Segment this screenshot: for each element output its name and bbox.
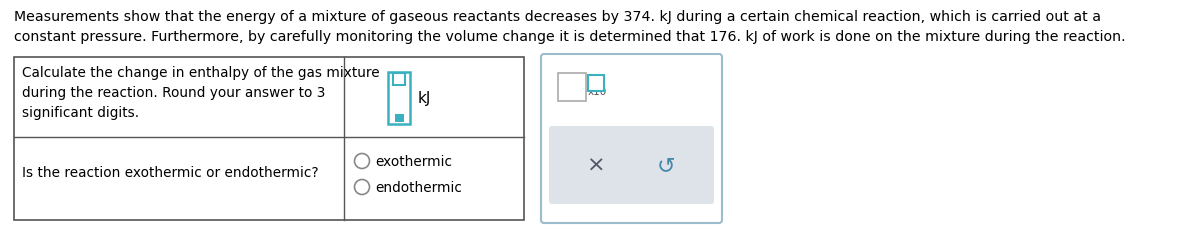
Text: exothermic: exothermic bbox=[376, 154, 452, 168]
Text: x10: x10 bbox=[588, 87, 607, 96]
Text: Measurements show that the energy of a mixture of gaseous reactants decreases by: Measurements show that the energy of a m… bbox=[14, 10, 1102, 24]
Bar bbox=[14, 58, 524, 220]
FancyBboxPatch shape bbox=[550, 126, 714, 204]
Bar bbox=[394, 74, 406, 86]
Text: ↺: ↺ bbox=[658, 155, 676, 175]
Text: constant pressure. Furthermore, by carefully monitoring the volume change it is : constant pressure. Furthermore, by caref… bbox=[14, 30, 1126, 44]
Bar bbox=[558, 74, 586, 101]
Circle shape bbox=[354, 154, 370, 169]
Bar bbox=[588, 76, 604, 92]
Text: Calculate the change in enthalpy of the gas mixture
during the reaction. Round y: Calculate the change in enthalpy of the … bbox=[22, 66, 379, 120]
Text: Is the reaction exothermic or endothermic?: Is the reaction exothermic or endothermi… bbox=[22, 165, 319, 179]
Text: ×: × bbox=[587, 155, 606, 175]
Circle shape bbox=[354, 180, 370, 195]
Text: endothermic: endothermic bbox=[376, 180, 462, 194]
FancyBboxPatch shape bbox=[541, 55, 722, 223]
Bar bbox=[395, 114, 404, 122]
Bar bbox=[388, 73, 410, 124]
Text: kJ: kJ bbox=[418, 91, 431, 106]
